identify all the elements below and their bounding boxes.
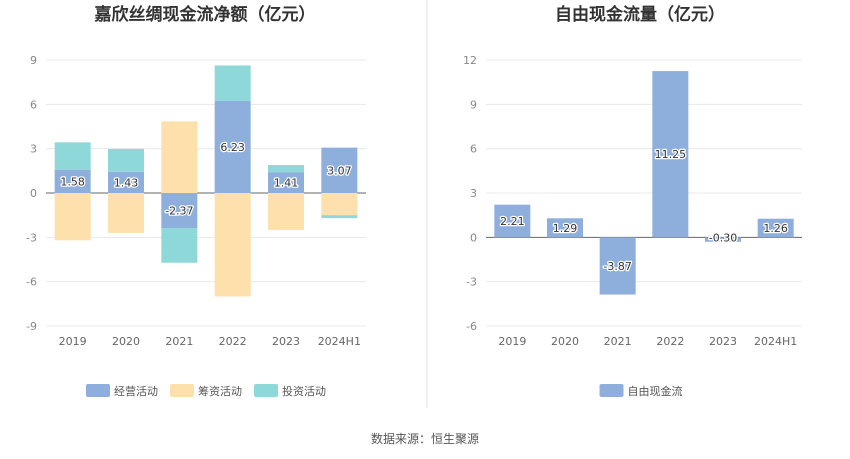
bar: [54, 193, 91, 241]
legend-item: 自由现金流: [628, 384, 683, 398]
data-label: -0.30: [709, 231, 737, 244]
bar: [268, 165, 304, 173]
x-tick-label: 2023: [709, 335, 737, 348]
legend-item: 投资活动: [282, 384, 326, 398]
bar: [268, 172, 304, 193]
bar: [214, 65, 251, 101]
legend-swatch: [170, 384, 194, 397]
bar: [547, 218, 583, 238]
x-tick-label: 2024H1: [318, 335, 361, 348]
x-tick-label: 2022: [219, 335, 247, 348]
x-tick-label: 2020: [551, 335, 579, 348]
y-tick-label: 12: [463, 54, 477, 67]
x-tick-label: 2021: [604, 335, 632, 348]
bar: [214, 193, 251, 297]
legend-swatch: [254, 384, 278, 397]
free-cash-flow-chart: 自由现金流量（亿元） 12 9 6 3 0 -3 -6 2019 2020 2021 2022 2023…: [463, 4, 802, 398]
data-label: -3.87: [603, 260, 631, 273]
bar: [108, 148, 144, 172]
x-tick-label: 2019: [498, 335, 526, 348]
x-tick-label: 2024H1: [754, 335, 797, 348]
x-tick-label: 2021: [165, 335, 193, 348]
y-tick-label: 0: [470, 231, 477, 244]
y-tick-label: 3: [30, 143, 37, 156]
y-tick-label: 6: [30, 98, 37, 111]
bar: [108, 171, 144, 193]
y-tick-label: -6: [26, 276, 37, 289]
y-tick-label: 0: [30, 187, 37, 200]
y-tick-label: -3: [26, 231, 37, 244]
y-tick-label: 9: [30, 54, 37, 67]
bar: [108, 193, 144, 233]
bar: [599, 237, 636, 295]
bar: [54, 169, 91, 193]
bar: [494, 204, 531, 238]
chart-title: 自由现金流量（亿元）: [555, 4, 725, 25]
y-tick-label: 6: [470, 143, 477, 156]
y-tick-label: -6: [466, 320, 477, 333]
y-tick-label: 9: [470, 98, 477, 111]
legend-swatch: [86, 384, 110, 397]
cash-flow-net-chart: 嘉欣丝绸现金流净额（亿元） 9 6 3 0 -3 -6 -9 2019 2020 2021 2022 2…: [26, 4, 366, 398]
data-label: 6.23: [220, 141, 245, 154]
bar: [214, 100, 251, 193]
x-tick-label: 2019: [59, 335, 87, 348]
data-label: 1.41: [274, 177, 299, 190]
x-tick-label: 2022: [656, 335, 684, 348]
bar: [161, 193, 198, 229]
bar: [757, 218, 794, 238]
data-label: 1.29: [553, 222, 578, 235]
data-label: 3.07: [327, 164, 352, 177]
data-label: 2.21: [500, 215, 525, 228]
data-label: -2.37: [165, 205, 193, 218]
bar: [161, 228, 198, 263]
data-label: 11.25: [655, 148, 687, 161]
chart-title: 嘉欣丝绸现金流净额（亿元）: [94, 4, 316, 25]
bar: [652, 71, 689, 238]
data-label: 1.43: [114, 176, 139, 189]
bar: [268, 193, 304, 230]
data-label: 1.58: [60, 175, 85, 188]
x-tick-label: 2020: [112, 335, 140, 348]
bar: [321, 193, 358, 216]
y-tick-label: -9: [26, 320, 37, 333]
legend-swatch: [599, 384, 624, 397]
bar: [161, 121, 198, 193]
y-tick-label: -3: [466, 276, 477, 289]
x-tick-label: 2023: [272, 335, 300, 348]
bar: [705, 237, 741, 242]
bar: [321, 147, 358, 193]
legend-item: 筹资活动: [198, 384, 242, 398]
y-tick-label: 3: [470, 187, 477, 200]
bar: [321, 215, 358, 219]
source-note: 数据来源：恒生聚源: [371, 431, 479, 446]
legend-item: 经营活动: [114, 384, 158, 398]
bar: [54, 142, 91, 170]
data-label: 1.26: [763, 222, 788, 235]
